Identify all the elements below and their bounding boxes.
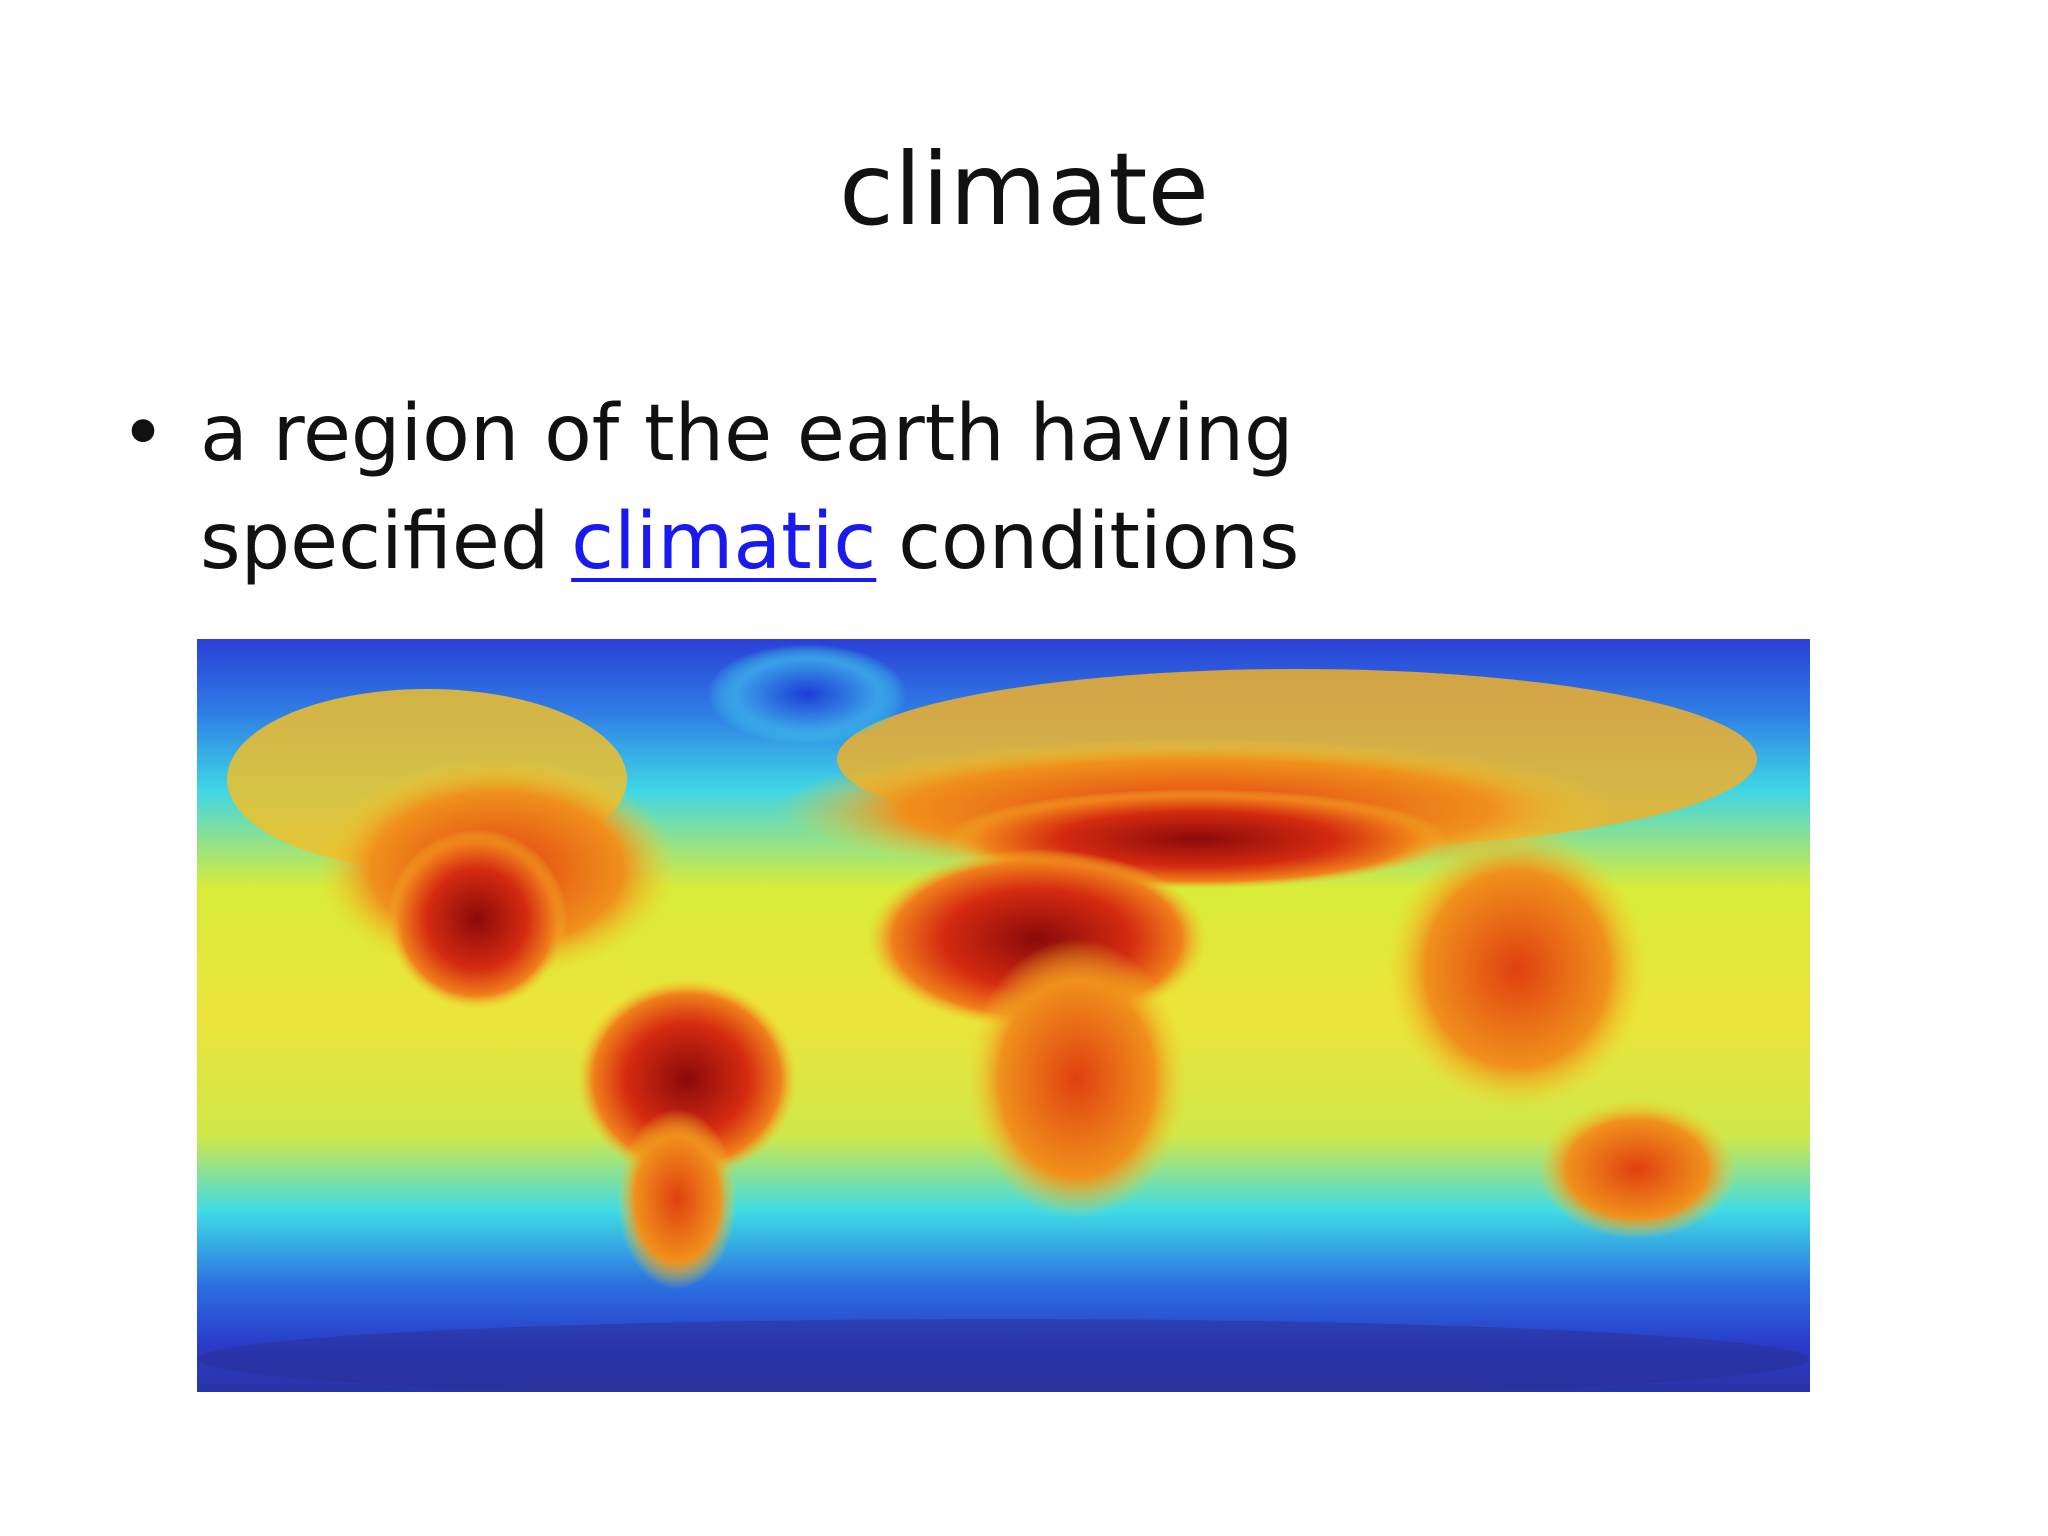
text: conditions <box>898 497 1300 587</box>
bullet-item: • a region of the earth having specified… <box>120 380 1299 596</box>
text-line: a region of the earth having <box>200 380 1299 488</box>
climate-map-image <box>197 639 1810 1392</box>
slide-title: climate <box>839 131 1209 248</box>
bullet-marker: • <box>120 389 167 479</box>
text: specified <box>200 497 550 587</box>
text: a region of the earth having <box>200 389 1294 479</box>
text-line: specified climatic conditions <box>200 488 1299 596</box>
link[interactable]: climatic <box>571 497 877 587</box>
